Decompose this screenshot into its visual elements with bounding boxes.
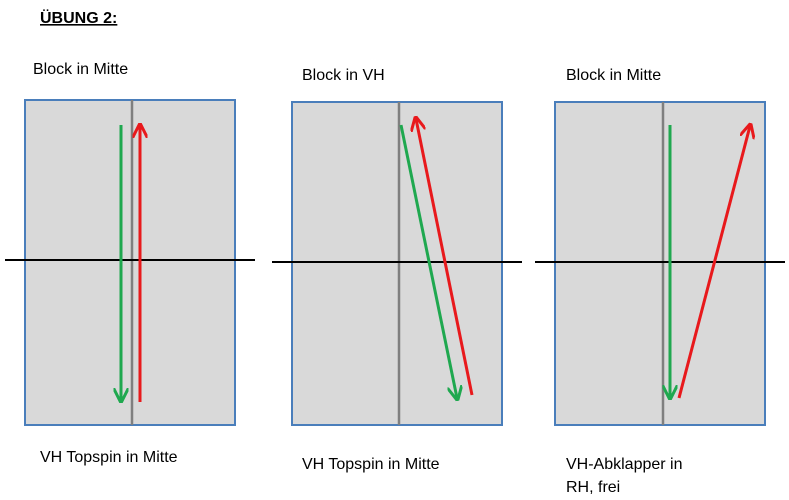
- title: ÜBUNG 2:: [40, 8, 117, 27]
- red-arrow: [416, 119, 474, 396]
- panel: Block in Mitte VH-Abklapper in RH, frei: [535, 67, 785, 496]
- table: [24, 99, 236, 426]
- table: [554, 101, 766, 426]
- bottom-label: RH, frei: [566, 479, 620, 496]
- panel: Block in Mitte VH Topspin in Mitte: [5, 61, 255, 466]
- top-label: Block in Mitte: [566, 67, 661, 84]
- top-label: Block in VH: [302, 67, 385, 84]
- bottom-label: VH Topspin in Mitte: [40, 449, 178, 466]
- red-arrow: [677, 126, 750, 399]
- top-label: Block in Mitte: [33, 61, 128, 78]
- bottom-label: VH-Abklapper in: [566, 456, 683, 473]
- bottom-label: VH Topspin in Mitte: [302, 456, 440, 473]
- green-arrow: [399, 124, 457, 398]
- panel: Block in VH VH Topspin in Mitte: [272, 67, 522, 473]
- table: [291, 101, 503, 426]
